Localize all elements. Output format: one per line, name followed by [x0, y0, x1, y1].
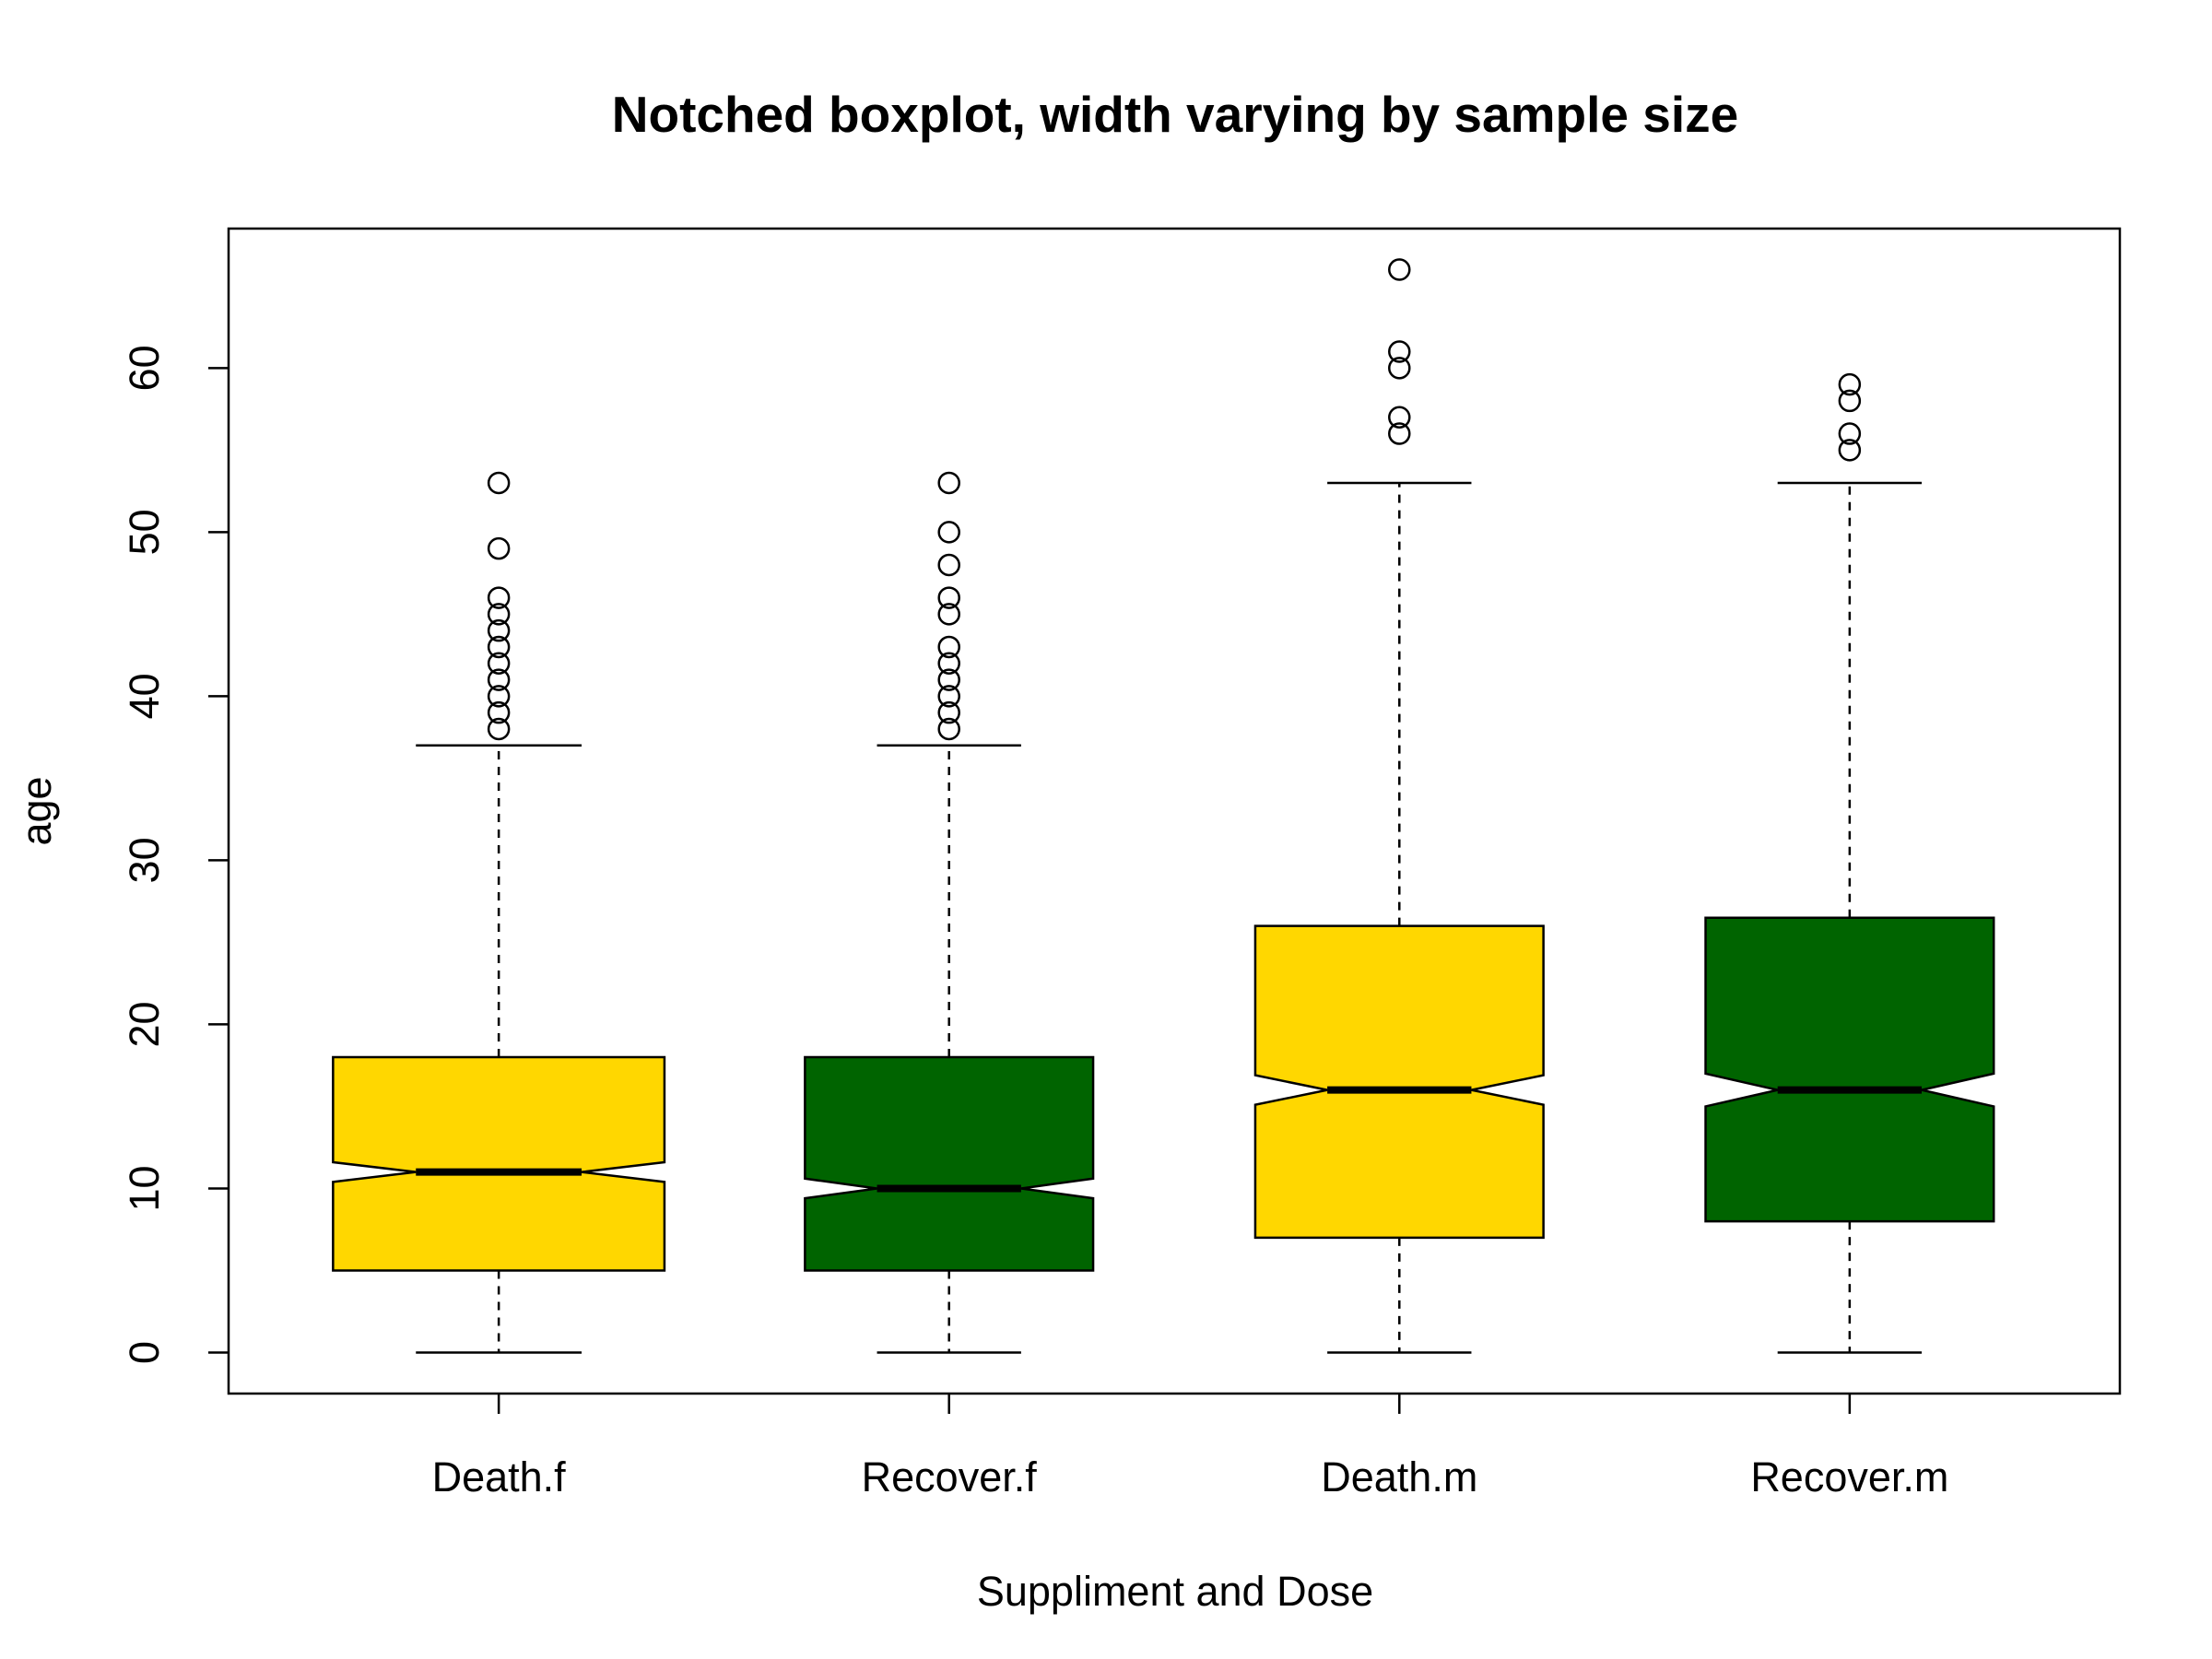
outlier-point — [1388, 406, 1411, 429]
y-tick-label: 60 — [121, 345, 168, 391]
box-group-Recover.m — [1704, 372, 1995, 1354]
outlier-point — [487, 586, 511, 609]
x-tick-label: Death.f — [432, 1453, 567, 1500]
outlier-point — [487, 652, 511, 676]
y-tick-label: 30 — [121, 837, 168, 883]
outlier-point — [1388, 340, 1411, 363]
box-Death.f — [332, 1055, 666, 1272]
outlier-point — [1838, 389, 1862, 413]
outlier-point — [487, 685, 511, 708]
y-tick-label: 50 — [121, 509, 168, 555]
x-axis: Death.f Recover.f Death.m Recover.m — [432, 1394, 1948, 1500]
outlier-point — [487, 717, 511, 741]
outlier-point — [937, 603, 960, 626]
box-group-Death.m — [1253, 258, 1545, 1354]
outlier-point — [1388, 258, 1411, 281]
box-Recover.f — [804, 1055, 1095, 1272]
x-axis-label: Suppliment and Dose — [977, 1568, 1373, 1615]
outlier-point — [937, 521, 960, 544]
y-tick-label: 20 — [121, 1001, 168, 1047]
outlier-point — [937, 717, 960, 741]
box-group-Recover.f — [804, 471, 1095, 1354]
chart-title: Notched boxplot, width varying by sample… — [612, 86, 1738, 143]
outlier-point — [487, 536, 511, 560]
outlier-point — [1388, 422, 1411, 445]
outlier-point — [487, 471, 511, 495]
box-Recover.m — [1704, 916, 1995, 1223]
outlier-point — [937, 471, 960, 495]
outlier-point — [1838, 372, 1862, 396]
y-axis: 0 10 20 30 40 50 60 — [121, 345, 229, 1364]
y-axis-label: age — [13, 776, 60, 845]
outlier-point — [487, 700, 511, 724]
y-tick-label: 0 — [121, 1341, 168, 1364]
outlier-point — [487, 668, 511, 691]
outlier-point — [487, 635, 511, 659]
x-tick-label: Death.m — [1321, 1453, 1477, 1500]
outlier-point — [937, 685, 960, 708]
outlier-point — [937, 700, 960, 724]
outlier-point — [937, 635, 960, 659]
outlier-point — [1388, 357, 1411, 380]
outlier-point — [487, 603, 511, 626]
boxes-layer — [332, 258, 1995, 1354]
x-tick-label: Recover.m — [1750, 1453, 1948, 1500]
box-Death.m — [1253, 924, 1545, 1240]
box-group-Death.f — [332, 471, 666, 1354]
y-tick-label: 10 — [121, 1165, 168, 1211]
outlier-point — [937, 668, 960, 691]
outlier-point — [487, 618, 511, 642]
x-tick-label: Recover.f — [862, 1453, 1038, 1500]
outlier-point — [1838, 422, 1862, 445]
outlier-point — [937, 553, 960, 577]
outlier-point — [1838, 439, 1862, 462]
outlier-point — [937, 586, 960, 609]
plot-frame — [227, 227, 2122, 1395]
outlier-point — [937, 652, 960, 676]
y-tick-label: 40 — [121, 673, 168, 719]
